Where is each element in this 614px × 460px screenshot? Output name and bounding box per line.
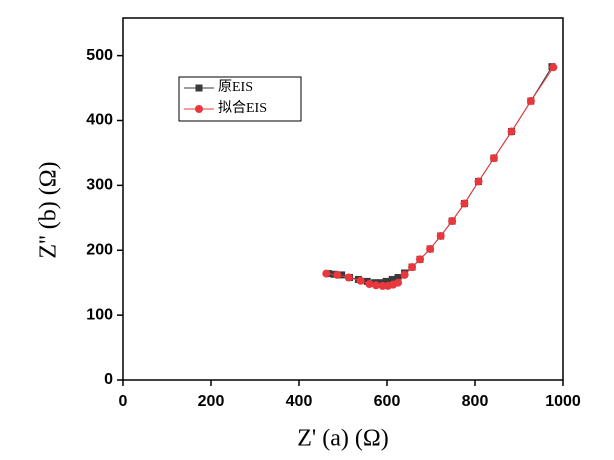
data-point xyxy=(489,154,498,163)
data-point xyxy=(526,97,535,106)
data-point xyxy=(507,127,516,136)
y-tick-label: 100 xyxy=(86,306,113,323)
data-point xyxy=(474,177,483,186)
y-tick-label: 400 xyxy=(86,112,113,129)
data-point xyxy=(448,217,457,226)
data-point xyxy=(338,271,346,279)
data-point xyxy=(426,244,435,253)
series-line xyxy=(326,67,554,287)
data-point xyxy=(365,279,374,288)
x-axis-label: Z' (a) (Ω) xyxy=(297,426,388,452)
y-axis-label: Z'' (b) (Ω) xyxy=(36,161,62,258)
data-point xyxy=(416,255,424,264)
data-point xyxy=(460,199,469,208)
legend-box xyxy=(178,76,302,122)
x-tick-label: 600 xyxy=(374,393,401,410)
series-line xyxy=(328,66,553,284)
data-point xyxy=(549,63,558,72)
data-point xyxy=(436,231,445,240)
data-point xyxy=(394,273,402,281)
data-point xyxy=(408,263,417,272)
legend-marker xyxy=(195,105,203,113)
y-tick-label: 200 xyxy=(86,241,113,258)
data-point xyxy=(388,275,396,283)
legend-label: 拟合EIS xyxy=(218,100,267,116)
legend-marker xyxy=(195,84,203,92)
data-point xyxy=(333,270,342,279)
y-tick-label: 300 xyxy=(86,177,113,194)
data-point xyxy=(356,276,365,285)
data-point xyxy=(322,269,331,278)
x-tick-label: 400 xyxy=(286,393,313,410)
data-point xyxy=(372,281,380,290)
data-point xyxy=(394,278,402,287)
plot-frame xyxy=(122,17,564,381)
data-point xyxy=(400,270,409,279)
x-tick-label: 0 xyxy=(119,393,128,410)
x-tick-label: 200 xyxy=(198,393,225,410)
x-tick-label: 1000 xyxy=(545,393,581,410)
legend-label: 原EIS xyxy=(218,80,253,95)
data-point xyxy=(382,277,390,285)
x-tick-label: 800 xyxy=(462,393,489,410)
data-point xyxy=(344,273,353,282)
y-tick-label: 0 xyxy=(104,371,113,388)
y-tick-label: 500 xyxy=(86,47,113,64)
